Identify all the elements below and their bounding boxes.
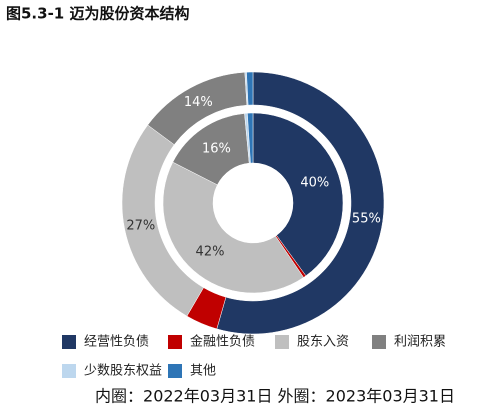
legend-label: 金融性负债 [190, 334, 255, 350]
legend-label: 利润积累 [394, 335, 446, 350]
donut-slice [162, 161, 304, 294]
data-label: 55% [352, 211, 381, 226]
data-label: 14% [184, 95, 213, 110]
donut-slice [247, 112, 254, 164]
legend-swatch [62, 335, 76, 349]
legend-label: 其他 [190, 364, 216, 379]
donut-slice [252, 112, 344, 277]
data-label: 42% [196, 244, 225, 259]
legend-label: 少数股东权益 [84, 363, 162, 379]
donut-slice [216, 71, 385, 335]
data-label: 27% [126, 218, 155, 233]
data-label: 40% [300, 175, 329, 190]
legend-swatch [168, 335, 182, 349]
donut-slice [246, 71, 254, 106]
legend-swatch [168, 364, 182, 378]
legend-swatch [275, 335, 289, 349]
legend-label: 股东入资 [297, 335, 349, 350]
caption: 内圈：2022年03月31日 外圈：2023年03月31日 [95, 387, 455, 406]
legend-label: 经营性负债 [84, 335, 149, 350]
data-label: 16% [202, 142, 231, 157]
legend-swatch [372, 335, 386, 349]
chart-title: 图5.3-1 迈为股份资本结构 [6, 5, 189, 23]
legend-swatch [62, 364, 76, 378]
